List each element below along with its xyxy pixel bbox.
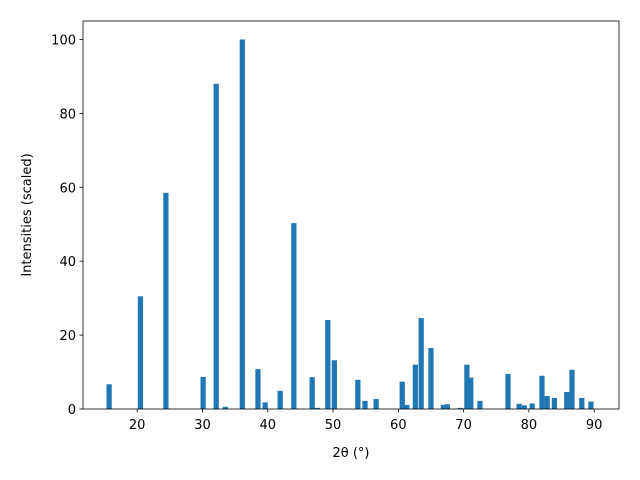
bar — [457, 407, 463, 409]
bar — [440, 404, 446, 409]
bar — [428, 348, 434, 409]
bar — [477, 400, 483, 409]
y-tick-label: 60 — [59, 181, 76, 196]
bar — [579, 397, 585, 409]
bar — [418, 318, 424, 409]
y-tick-label: 40 — [59, 255, 76, 270]
bar — [468, 377, 474, 409]
bar — [529, 403, 535, 409]
bar — [404, 404, 410, 409]
y-tick-label: 100 — [51, 33, 76, 48]
bar — [551, 397, 557, 409]
bar — [564, 392, 570, 409]
bar — [569, 369, 575, 409]
bar — [412, 364, 418, 409]
bar — [544, 396, 550, 409]
bar — [106, 384, 112, 409]
x-tick-label: 20 — [129, 418, 146, 433]
bar — [255, 369, 261, 409]
bar — [362, 400, 368, 409]
bar — [262, 402, 268, 409]
y-axis-label: Intensities (scaled) — [20, 153, 35, 276]
bar — [213, 83, 219, 410]
bar — [464, 364, 470, 409]
bar — [399, 381, 405, 409]
bar — [314, 407, 320, 409]
bar — [331, 360, 337, 409]
y-tick-label: 80 — [59, 107, 76, 122]
x-tick-label: 60 — [390, 418, 407, 433]
bar — [539, 375, 545, 409]
bar — [137, 296, 144, 409]
x-tick-label: 40 — [259, 418, 276, 433]
bar — [163, 192, 169, 409]
bar — [588, 401, 594, 409]
bar — [516, 403, 522, 409]
bar — [355, 379, 361, 409]
bar — [277, 390, 283, 409]
x-tick-label: 70 — [455, 418, 472, 433]
x-axis-label: 2θ (°) — [332, 446, 369, 461]
bar — [239, 39, 245, 409]
y-tick-label: 0 — [68, 403, 76, 418]
bar — [521, 405, 527, 409]
bar — [444, 404, 450, 409]
bar — [325, 319, 331, 409]
bar — [222, 406, 228, 409]
bar — [291, 223, 297, 409]
x-tick-label: 30 — [194, 418, 211, 433]
x-tick-label: 90 — [586, 418, 603, 433]
y-tick-label: 20 — [59, 329, 76, 344]
x-tick-label: 80 — [521, 418, 538, 433]
bar — [309, 377, 315, 409]
x-tick-label: 50 — [325, 418, 342, 433]
bar — [505, 373, 511, 409]
bar — [200, 376, 206, 409]
bar — [373, 399, 379, 409]
plot-frame — [82, 20, 620, 410]
